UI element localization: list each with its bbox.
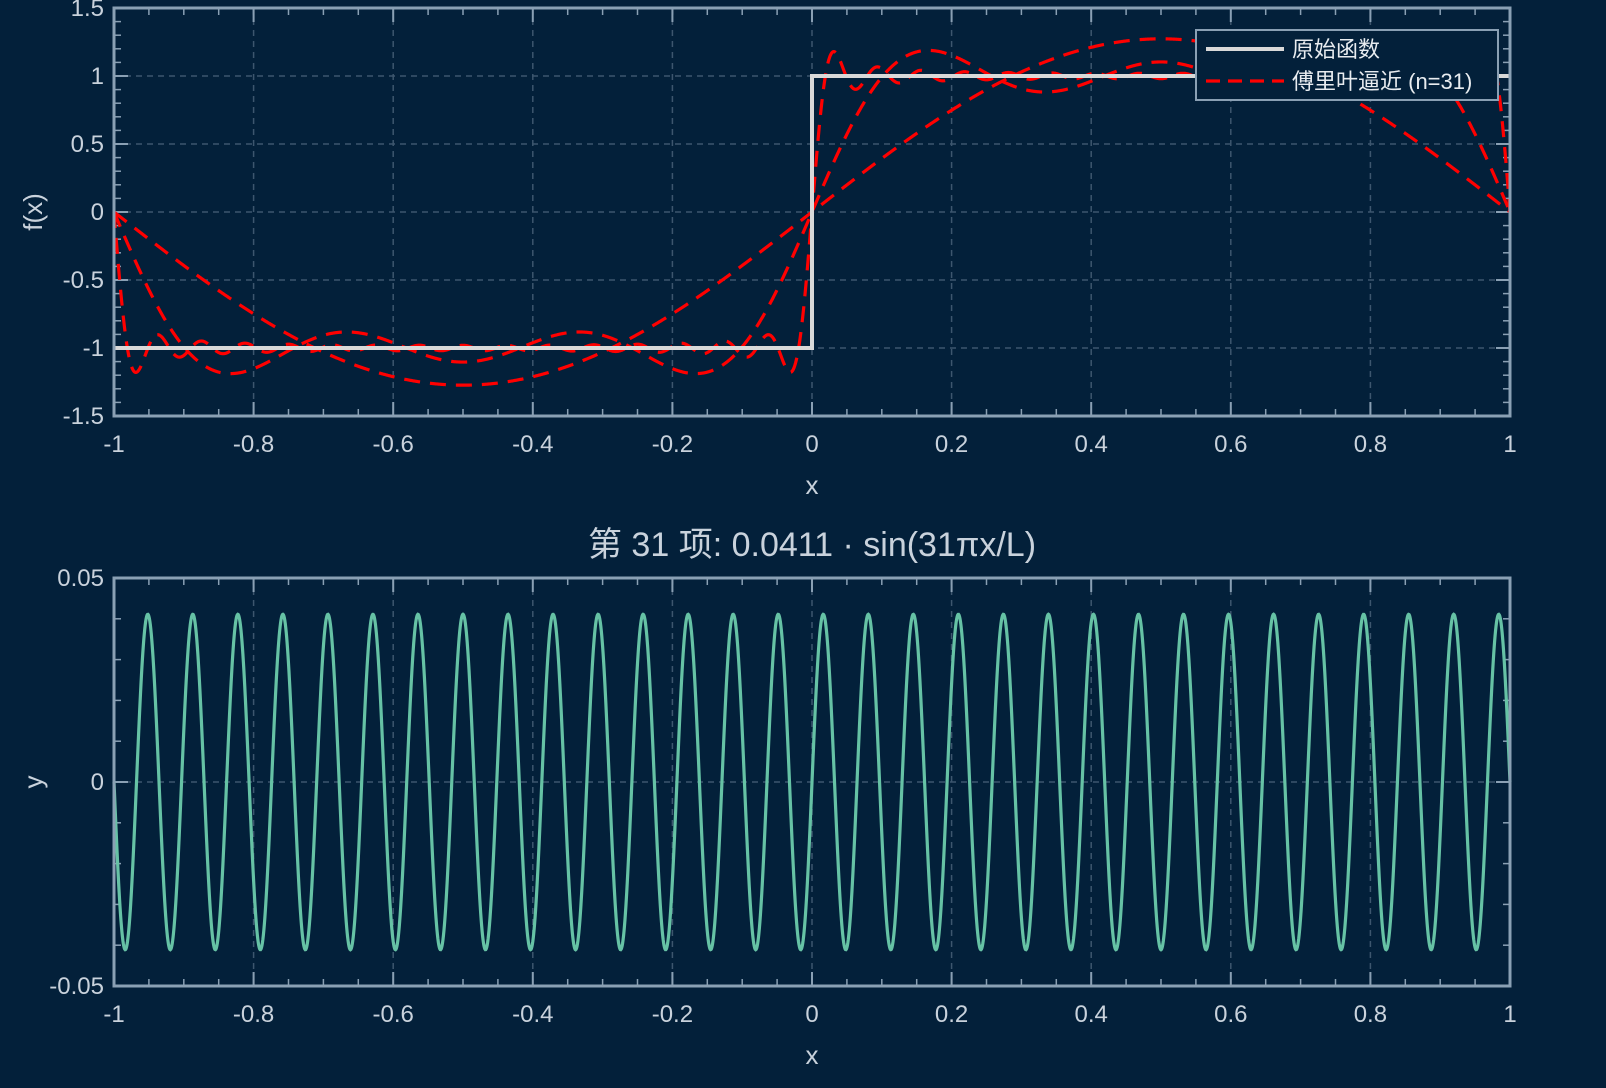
bottom-xtick-label: 1 xyxy=(1503,1001,1516,1028)
top-xtick-label: -1 xyxy=(103,431,124,458)
top-ytick-label: -0.5 xyxy=(63,267,104,294)
bottom-axes-frame xyxy=(112,576,1512,988)
bottom-tick-labels: -1 -0.8 -0.6 -0.4 -0.2 0 0.2 0.4 0.6 0.8 1 -0.05 0 0.… xyxy=(49,565,1516,1028)
top-xtick-label: -0.2 xyxy=(652,431,693,458)
bottom-xtick-label: 0 xyxy=(805,1001,818,1028)
bottom-ytick-label: 0 xyxy=(91,769,104,796)
bottom-xtick-label: -0.8 xyxy=(233,1001,274,1028)
bottom-series xyxy=(112,612,1512,952)
top-xtick-label: 0.6 xyxy=(1214,431,1247,458)
bottom-xtick-label: 0.4 xyxy=(1075,1001,1108,1028)
top-xtick-label: 0.8 xyxy=(1354,431,1387,458)
bottom-ytick-label: -0.05 xyxy=(49,973,104,1000)
top-xtick-label: -0.4 xyxy=(512,431,553,458)
bottom-xtick-label: 0.8 xyxy=(1354,1001,1387,1028)
top-xtick-label: 1 xyxy=(1503,431,1516,458)
top-x-axis-label: x xyxy=(806,470,819,500)
top-xtick-label: 0.2 xyxy=(935,431,968,458)
top-ytick-label: 0.5 xyxy=(71,131,104,158)
top-axes-frame xyxy=(112,6,1512,418)
legend-label-approx: 傅里叶逼近 (n=31) xyxy=(1292,69,1472,94)
bottom-xtick-label: -0.6 xyxy=(373,1001,414,1028)
top-panel: -1 -0.8 -0.6 -0.4 -0.2 0 0.2 0.4 0.6 0.8 1-1.5-1-0… xyxy=(18,0,1517,500)
bottom-xtick-label: -1 xyxy=(103,1001,124,1028)
top-xtick-label: -0.8 xyxy=(233,431,274,458)
bottom-chart-title: 第 31 项: 0.0411 · sin(31πx/L) xyxy=(588,526,1036,564)
bottom-panel: 第 31 项: 0.0411 · sin(31πx/L) -1 -0.8 -0.6-… xyxy=(18,526,1517,1070)
bottom-xtick-label: -0.4 xyxy=(512,1001,553,1028)
original-function-line xyxy=(114,74,1510,350)
bottom-xtick-label: -0.2 xyxy=(652,1001,693,1028)
bottom-y-axis-label: y xyxy=(18,776,48,789)
legend: 原始函数 傅里叶逼近 (n=31) xyxy=(1195,29,1499,101)
top-xtick-label: 0 xyxy=(805,431,818,458)
bottom-ytick-label: 0.05 xyxy=(57,565,104,592)
top-xtick-label: -0.6 xyxy=(373,431,414,458)
legend-box xyxy=(1195,29,1499,101)
top-ytick-label: -1.5 xyxy=(63,403,104,430)
legend-label-original: 原始函数 xyxy=(1292,37,1380,62)
top-ytick-label: 1.5 xyxy=(71,0,104,22)
top-ytick-label: 1 xyxy=(91,63,104,90)
top-y-axis-label: f(x) xyxy=(18,193,48,231)
bottom-x-axis-label: x xyxy=(806,1040,819,1070)
top-ytick-label: -1 xyxy=(83,335,104,362)
bottom-xtick-label: 0.6 xyxy=(1214,1001,1247,1028)
bottom-xtick-label: 0.2 xyxy=(935,1001,968,1028)
top-tick-labels: -1 -0.8 -0.6 -0.4 -0.2 0 0.2 0.4 0.6 0.8 1-1.5-1-0… xyxy=(63,0,1517,458)
top-ytick-label: 0 xyxy=(91,199,104,226)
harmonic-term-line xyxy=(112,612,1512,952)
top-xtick-label: 0.4 xyxy=(1075,431,1108,458)
